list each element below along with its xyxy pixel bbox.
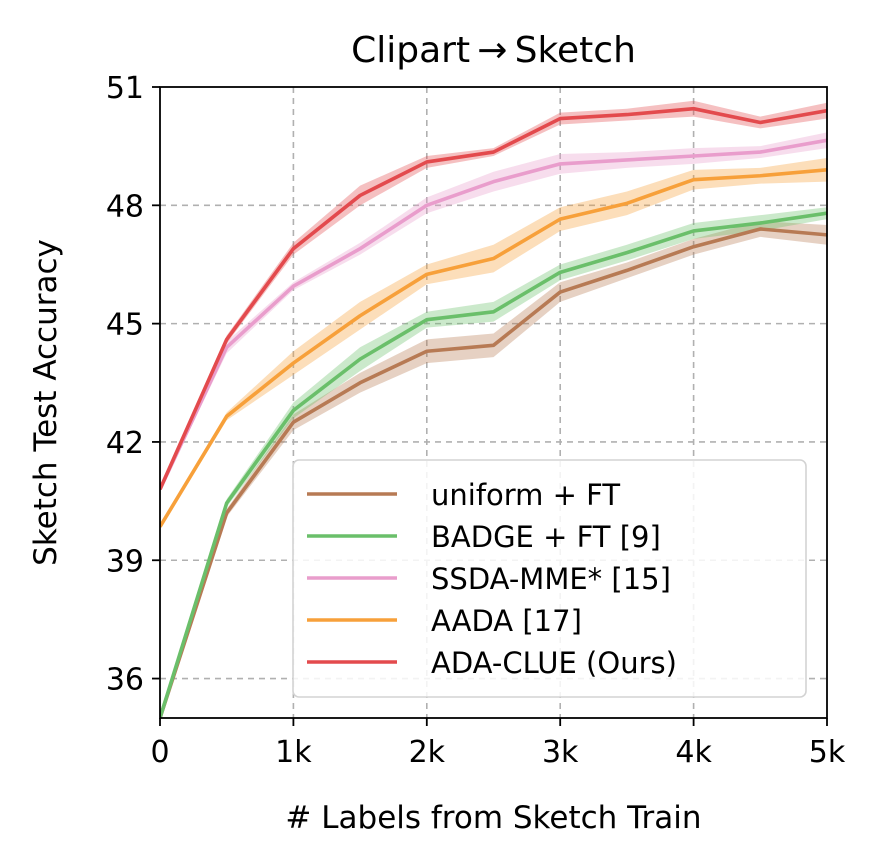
x-tick-label: 1k [275,735,312,770]
x-axis-label: # Labels from Sketch Train [285,800,701,836]
line-series-2 [160,138,827,491]
y-axis-label: Sketch Test Accuracy [28,239,64,566]
series-lines [160,106,827,718]
y-tick-label: 36 [106,663,144,698]
y-tick-label: 42 [106,426,144,461]
line-series-3 [160,168,827,528]
y-tick-label: 45 [106,308,144,343]
confidence-bands [160,100,827,718]
chart-title: Clipart → Sketch [351,30,636,71]
y-tick-label: 39 [106,544,144,579]
x-tick-label: 5k [809,735,846,770]
x-tick-label: 0 [150,735,169,770]
legend-label: SSDA-MME* [15] [431,562,671,596]
legend: uniform + FT BADGE + FT [9] SSDA-MME* [15]… [292,459,807,698]
line-series-1 [160,211,827,718]
y-axis-ticks: 36 39 42 45 48 51 [106,71,160,698]
line-series-0 [160,227,827,718]
band-series-1 [160,207,827,718]
legend-label: uniform + FT [431,478,620,512]
legend-box [292,459,807,698]
y-tick-label: 48 [106,189,144,224]
y-tick-label: 51 [106,71,144,106]
x-axis-ticks: 0 1k 2k 3k 4k 5k [150,718,846,770]
plot-frame [159,86,828,719]
legend-label: BADGE + FT [9] [431,520,661,554]
line-series-4 [160,106,827,490]
x-tick-label: 2k [409,735,446,770]
x-tick-label: 4k [675,735,712,770]
x-tick-label: 3k [542,735,579,770]
legend-label: AADA [17] [431,604,582,638]
legend-label: ADA-CLUE (Ours) [431,646,677,680]
